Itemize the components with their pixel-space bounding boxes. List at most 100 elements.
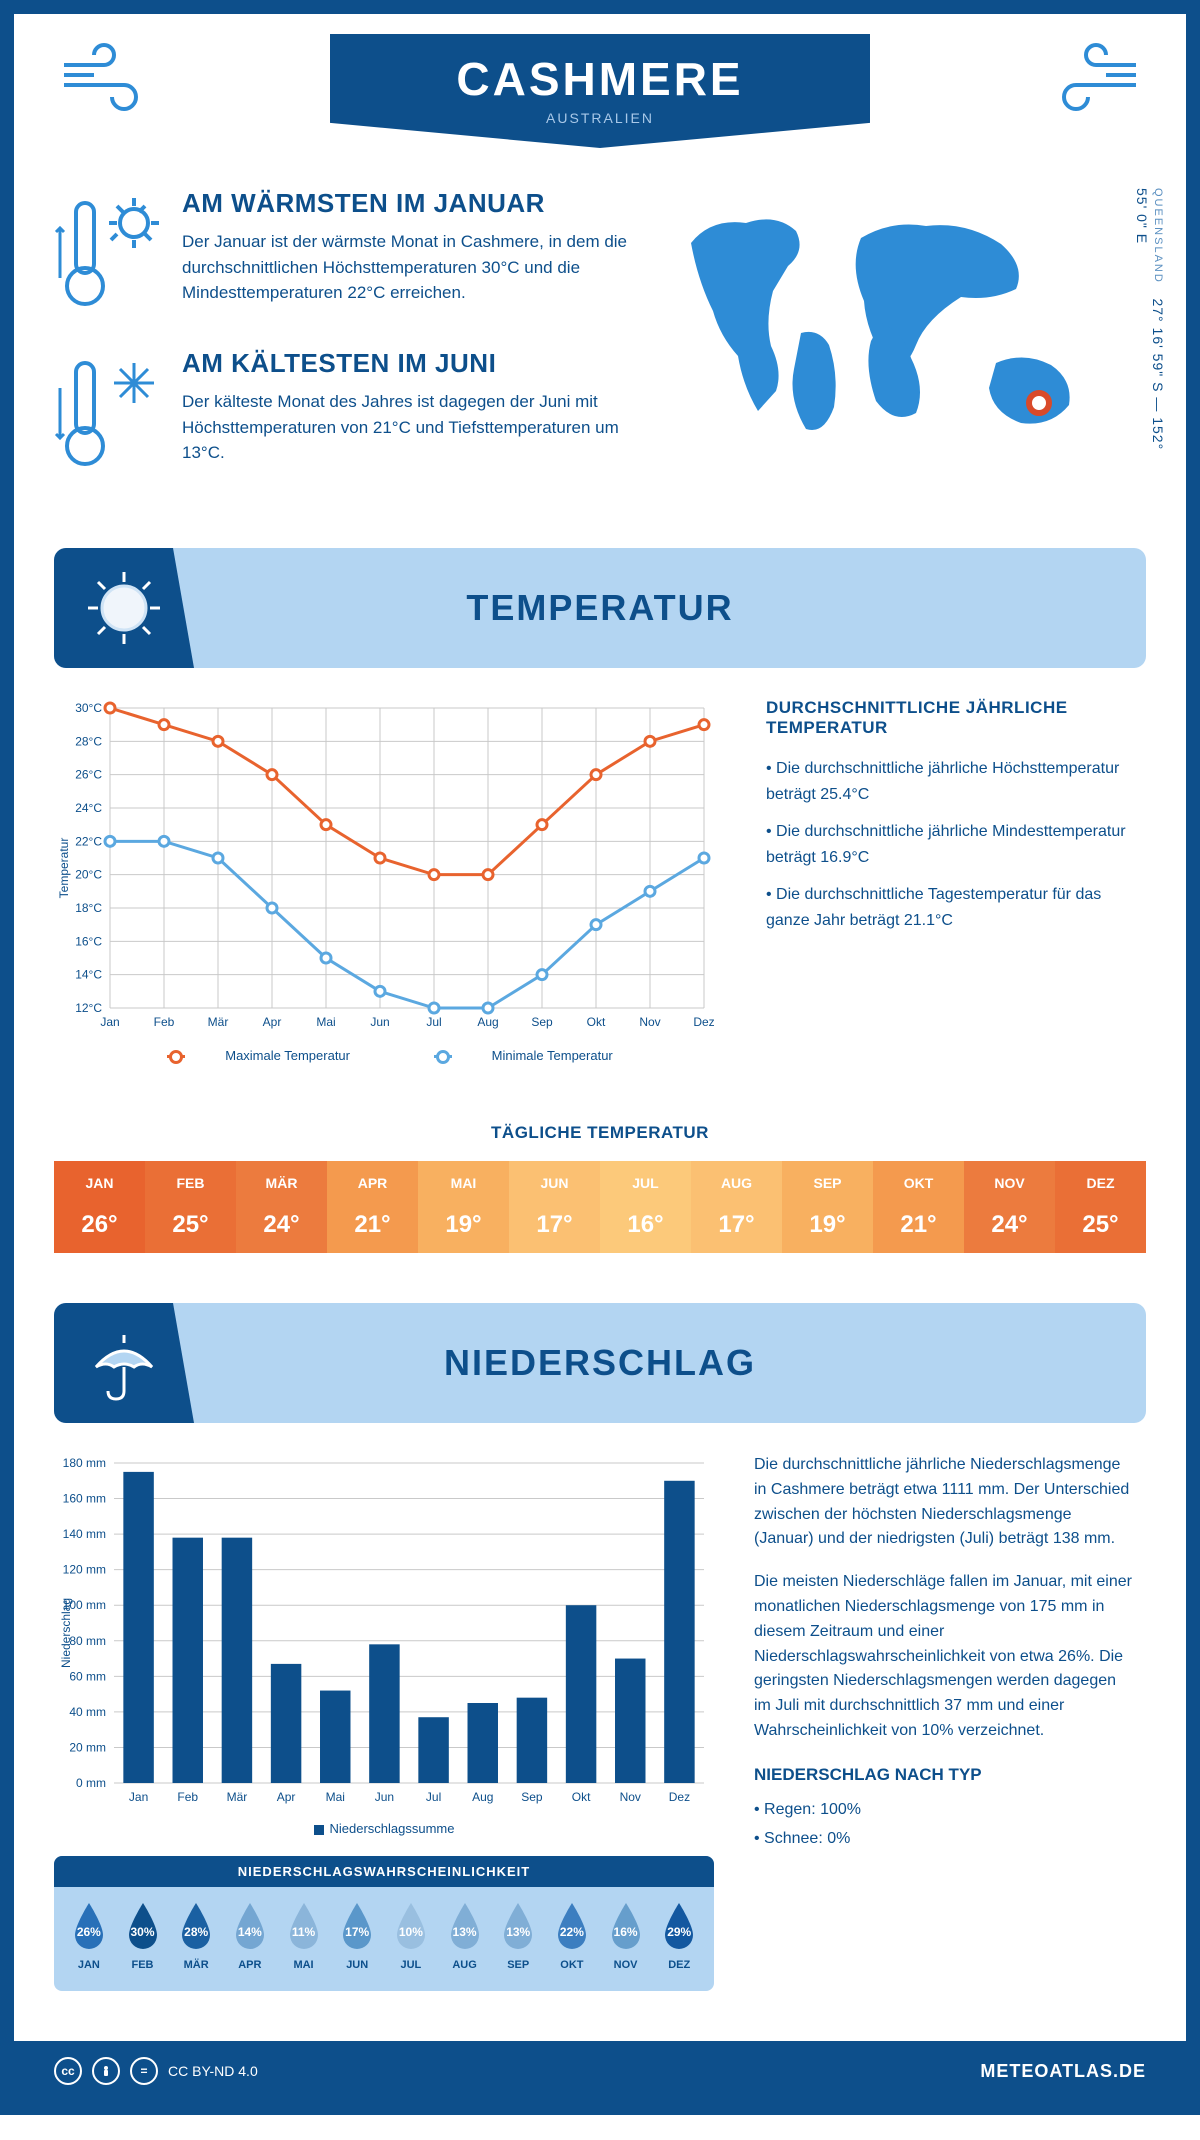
daily-temp-cell: MÄR24° xyxy=(236,1161,327,1253)
warmest-text: Der Januar ist der wärmste Monat in Cash… xyxy=(182,229,636,306)
svg-text:Jun: Jun xyxy=(370,1015,389,1029)
temp-line-chart: 12°C14°C16°C18°C20°C22°C24°C26°C28°C30°C… xyxy=(54,698,714,1038)
svg-text:Apr: Apr xyxy=(277,1790,296,1804)
svg-text:Okt: Okt xyxy=(587,1015,606,1029)
legend-max: Maximale Temperatur xyxy=(225,1048,350,1063)
daily-month: NOV xyxy=(964,1175,1055,1191)
drop-pct: 11% xyxy=(284,1925,324,1939)
svg-text:Aug: Aug xyxy=(472,1790,493,1804)
svg-text:22°C: 22°C xyxy=(75,834,102,848)
drop-pct: 17% xyxy=(337,1925,377,1939)
svg-text:Jan: Jan xyxy=(129,1790,148,1804)
svg-text:16°C: 16°C xyxy=(75,934,102,948)
drop-pct: 10% xyxy=(391,1925,431,1939)
svg-text:18°C: 18°C xyxy=(75,901,102,915)
svg-text:26°C: 26°C xyxy=(75,768,102,782)
location-title: CASHMERE xyxy=(330,52,870,106)
map-area: QUEENSLAND 27° 16' 59" S — 152° 55' 0" E xyxy=(666,188,1146,508)
drop-icon: 29% xyxy=(659,1901,699,1953)
svg-text:Jul: Jul xyxy=(426,1790,441,1804)
daily-month: SEP xyxy=(782,1175,873,1191)
precip-type-title: NIEDERSCHLAG NACH TYP xyxy=(754,1762,1134,1788)
svg-text:30°C: 30°C xyxy=(75,701,102,715)
svg-text:120 mm: 120 mm xyxy=(63,1563,106,1577)
svg-text:Dez: Dez xyxy=(669,1790,690,1804)
daily-value: 21° xyxy=(873,1211,964,1239)
svg-text:Jul: Jul xyxy=(426,1015,441,1029)
daily-temp-cell: NOV 24° xyxy=(964,1161,1055,1253)
daily-value: 19° xyxy=(418,1211,509,1239)
drop-cell: 14% APR xyxy=(223,1901,277,1971)
daily-value: 24° xyxy=(236,1211,327,1239)
drop-icon: 17% xyxy=(337,1901,377,1953)
daily-value: 21° xyxy=(327,1211,418,1239)
daily-value: 17° xyxy=(509,1211,600,1239)
daily-value: 25° xyxy=(145,1211,236,1239)
drop-month: SEP xyxy=(491,1959,545,1971)
drop-pct: 16% xyxy=(606,1925,646,1939)
drop-icon: 13% xyxy=(445,1901,485,1953)
temp-legend: Maximale Temperatur Minimale Temperatur xyxy=(54,1048,726,1063)
precip-bar-chart: 0 mm20 mm40 mm60 mm80 mm100 mm120 mm140 … xyxy=(54,1453,714,1813)
footer: cc = CC BY-ND 4.0 METEOATLAS.DE xyxy=(14,2041,1186,2101)
svg-text:80 mm: 80 mm xyxy=(69,1634,106,1648)
drop-icon: 14% xyxy=(230,1901,270,1953)
drop-pct: 30% xyxy=(123,1925,163,1939)
temp-heading: TEMPERATUR xyxy=(466,587,733,629)
drop-icon: 11% xyxy=(284,1901,324,1953)
svg-text:Jan: Jan xyxy=(100,1015,119,1029)
svg-text:Mai: Mai xyxy=(326,1790,345,1804)
precip-para2: Die meisten Niederschläge fallen im Janu… xyxy=(754,1570,1134,1744)
world-map xyxy=(666,188,1096,458)
svg-text:12°C: 12°C xyxy=(75,1001,102,1015)
daily-temp-cell: FEB25° xyxy=(145,1161,236,1253)
svg-text:Mär: Mär xyxy=(227,1790,248,1804)
prob-title: NIEDERSCHLAGSWAHRSCHEINLICHKEIT xyxy=(54,1856,714,1887)
drop-month: JUN xyxy=(330,1959,384,1971)
temp-side-title: DURCHSCHNITTLICHE JÄHRLICHE TEMPERATUR xyxy=(766,698,1146,738)
precip-bar-legend: Niederschlagssumme xyxy=(54,1821,714,1836)
daily-temp-cell: AUG17° xyxy=(691,1161,782,1253)
location-country: AUSTRALIEN xyxy=(330,110,870,126)
drop-cell: 13% AUG xyxy=(438,1901,492,1971)
temp-bullet: • Die durchschnittliche Tagestemperatur … xyxy=(766,882,1146,933)
svg-text:Aug: Aug xyxy=(477,1015,498,1029)
header: CASHMERE AUSTRALIEN xyxy=(14,14,1186,148)
drop-icon: 13% xyxy=(498,1901,538,1953)
drop-cell: 17% JUN xyxy=(330,1901,384,1971)
coordinates: QUEENSLAND 27° 16' 59" S — 152° 55' 0" E xyxy=(1134,188,1166,468)
drop-icon: 30% xyxy=(123,1901,163,1953)
drop-pct: 14% xyxy=(230,1925,270,1939)
temp-bullet: • Die durchschnittliche jährliche Höchst… xyxy=(766,756,1146,807)
drop-icon: 22% xyxy=(552,1901,592,1953)
cc-icon: cc xyxy=(54,2057,82,2085)
svg-text:Mär: Mär xyxy=(208,1015,229,1029)
drop-pct: 26% xyxy=(69,1925,109,1939)
drop-cell: 30% FEB xyxy=(116,1901,170,1971)
precip-left: 0 mm20 mm40 mm60 mm80 mm100 mm120 mm140 … xyxy=(54,1453,714,1991)
svg-text:Sep: Sep xyxy=(531,1015,553,1029)
legend-min: Minimale Temperatur xyxy=(492,1048,613,1063)
svg-text:160 mm: 160 mm xyxy=(63,1492,106,1506)
daily-temp-cell: SEP 19° xyxy=(782,1161,873,1253)
daily-temp-title: TÄGLICHE TEMPERATUR xyxy=(14,1123,1186,1143)
drop-cell: 26% JAN xyxy=(62,1901,116,1971)
drop-cell: 10% JUL xyxy=(384,1901,438,1971)
precip-type-line: • Schnee: 0% xyxy=(754,1827,1134,1852)
daily-value: 19° xyxy=(782,1211,873,1239)
svg-text:Temperatur: Temperatur xyxy=(57,838,71,899)
svg-text:Dez: Dez xyxy=(693,1015,714,1029)
page: CASHMERE AUSTRALIEN AM WÄRMSTEN IM JANUA… xyxy=(0,0,1200,2115)
nd-icon: = xyxy=(130,2057,158,2085)
region-label: QUEENSLAND xyxy=(1152,188,1164,284)
svg-text:180 mm: 180 mm xyxy=(63,1456,106,1470)
daily-temp-cell: MAI19° xyxy=(418,1161,509,1253)
daily-temp-cell: DEZ25° xyxy=(1055,1161,1146,1253)
daily-value: 24° xyxy=(964,1211,1055,1239)
svg-text:Jun: Jun xyxy=(375,1790,394,1804)
drop-cell: 11% MAI xyxy=(277,1901,331,1971)
svg-text:0 mm: 0 mm xyxy=(76,1776,106,1790)
footer-license: cc = CC BY-ND 4.0 xyxy=(54,2057,258,2085)
by-icon xyxy=(92,2057,120,2085)
drop-month: APR xyxy=(223,1959,277,1971)
